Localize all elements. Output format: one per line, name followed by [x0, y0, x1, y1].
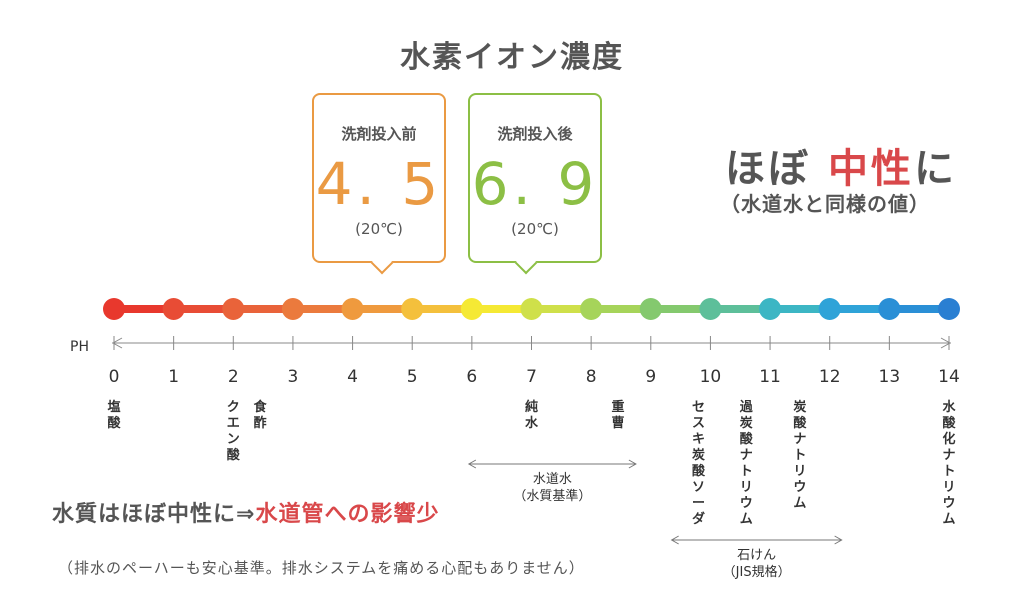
tick-label: 3: [287, 367, 299, 387]
scale-point: [520, 298, 543, 320]
tick-label: 11: [759, 367, 781, 387]
tick-label: 7: [526, 367, 537, 387]
axis-arrow-right: [940, 337, 952, 349]
substance-label: 水酸化ナトリウム: [942, 400, 956, 527]
tick-label: 6: [466, 367, 478, 387]
before-card: 洗剤投入前 4. 5 (20℃): [312, 93, 446, 263]
tick-label: 0: [108, 367, 120, 387]
before-value: 4. 5: [315, 150, 443, 218]
tick-label: 9: [645, 367, 657, 387]
headline-post: に: [913, 146, 957, 192]
scale-point: [639, 298, 662, 320]
quality-pre: 水質はほぼ中性に⇒: [52, 502, 256, 527]
tick-label: 14: [938, 367, 960, 387]
after-label: 洗剤投入後: [497, 125, 573, 143]
substance-label: 塩酸: [107, 400, 121, 431]
scale-point: [162, 298, 185, 320]
drainage-note: （排水のペーハーも安心基準。排水システムを痛める心配もありません）: [58, 559, 585, 577]
tick-label: 1: [168, 367, 180, 387]
scale-point: [818, 298, 841, 320]
range-arrow-left: [467, 459, 477, 469]
substance-label: 炭酸ナトリウム: [793, 400, 807, 511]
scale-point: [103, 298, 125, 320]
scale-point: [460, 298, 483, 320]
axis-arrow-left: [111, 337, 123, 349]
scale-point: [580, 298, 603, 320]
page-title: 水素イオン濃度: [400, 40, 624, 75]
neutral-headline: ほぼ 中性に: [725, 136, 957, 194]
headline-highlight: 中性: [827, 146, 914, 192]
scale-point: [281, 298, 304, 320]
range-arrow-right: [834, 535, 843, 545]
scale-point: [222, 298, 245, 320]
range-label-line2: （水質基準）: [513, 489, 592, 504]
scale-point: [938, 298, 960, 320]
substance-label: 重曹: [611, 400, 625, 431]
range-label: 水道水 （水質基準）: [492, 471, 612, 505]
substance-label: 食酢: [253, 400, 267, 431]
ph-axis-label: PH: [70, 339, 89, 355]
water-quality-text: 水質はほぼ中性に⇒水道管への影響少: [52, 496, 439, 528]
range-label-line1: 石けん: [737, 548, 777, 563]
after-temp: (20℃): [511, 220, 559, 238]
tick-label: 13: [878, 367, 901, 387]
after-value: 6. 9: [471, 150, 599, 218]
scale-point: [699, 298, 722, 320]
headline-pre: ほぼ: [725, 146, 828, 192]
tick-label: 4: [347, 367, 358, 387]
range-label-line2: （JIS規格）: [722, 565, 791, 580]
tick-label: 12: [818, 367, 841, 387]
quality-highlight: 水道管への影響少: [255, 502, 440, 527]
substance-label: セスキ炭酸ソーダ: [691, 400, 705, 527]
substance-label: 純水: [524, 400, 538, 431]
range-label: 石けん （JIS規格）: [697, 547, 817, 581]
before-label: 洗剤投入前: [341, 125, 417, 143]
tick-label: 2: [227, 367, 239, 387]
scale-point: [878, 298, 901, 320]
range-arrow-right: [628, 459, 637, 469]
range-label-line1: 水道水: [532, 472, 572, 487]
range-arrow-left: [670, 535, 679, 545]
substance-label: クエン酸: [226, 400, 240, 463]
tick-label: 5: [406, 367, 418, 387]
neutral-subline: （水道水と同様の値）: [720, 192, 930, 216]
scale-point: [341, 298, 364, 320]
tick-label: 8: [585, 367, 597, 387]
tick-label: 10: [699, 367, 722, 387]
scale-point: [759, 298, 782, 320]
before-temp: (20℃): [355, 220, 403, 238]
scale-point: [401, 298, 424, 320]
substance-label: 過炭酸ナトリウム: [739, 400, 753, 527]
